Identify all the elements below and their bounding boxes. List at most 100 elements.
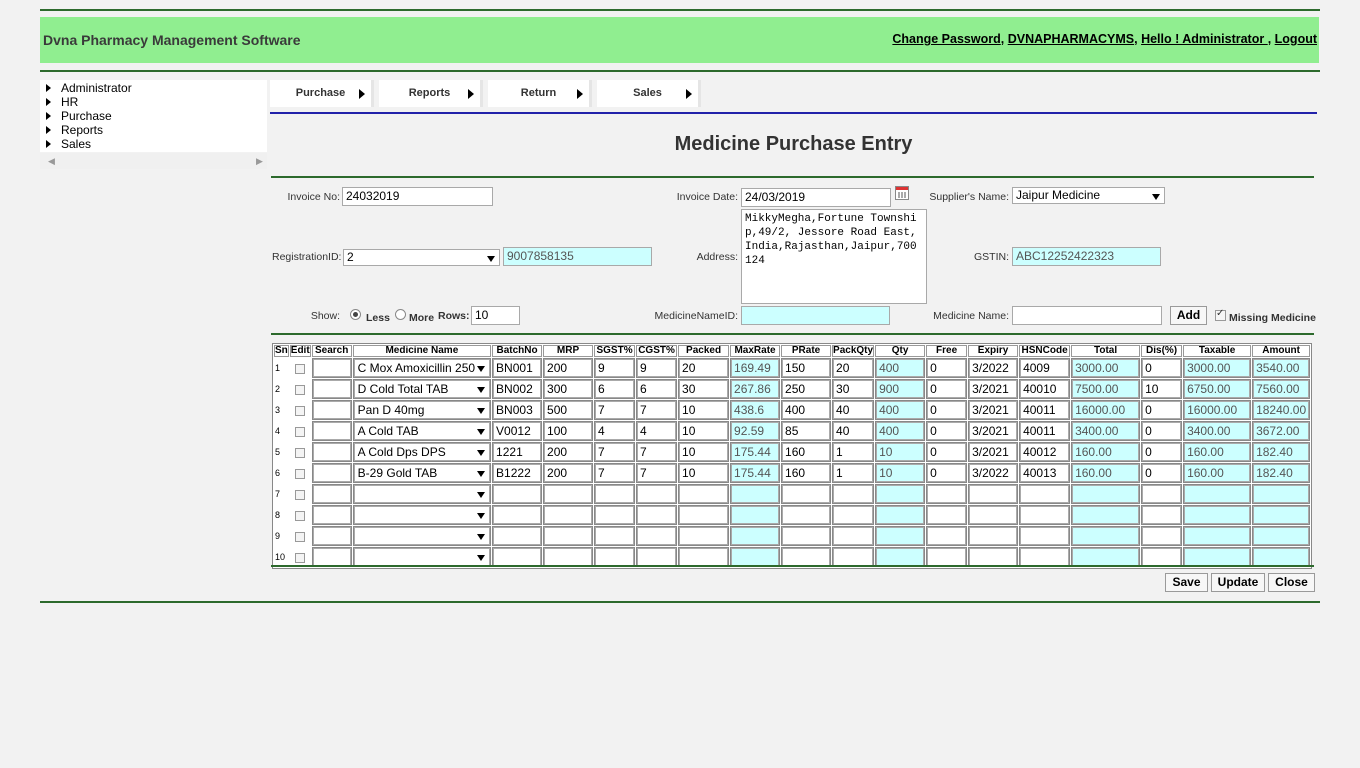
edit-checkbox[interactable] [295, 363, 306, 374]
packqty-input[interactable]: 30 [833, 380, 874, 398]
packqty-input[interactable]: 20 [833, 359, 874, 377]
medicine-name-select[interactable]: Pan D 40mg [353, 401, 491, 419]
mrp-input[interactable]: 200 [544, 464, 593, 482]
prate-input[interactable] [782, 548, 831, 566]
cgst-input[interactable] [637, 548, 677, 566]
mrp-input[interactable]: 200 [544, 359, 593, 377]
prate-input[interactable]: 400 [782, 401, 831, 419]
medicine-name-select[interactable] [353, 527, 491, 545]
medicine-name-select[interactable]: B-29 Gold TAB [353, 464, 491, 482]
free-input[interactable]: 0 [927, 464, 967, 482]
batch-input[interactable] [493, 485, 542, 503]
free-input[interactable]: 0 [927, 422, 967, 440]
save-button[interactable]: Save [1165, 573, 1208, 592]
missing-medicine-checkbox[interactable] [1215, 308, 1226, 321]
edit-checkbox[interactable] [295, 426, 306, 437]
hsn-input[interactable] [1020, 527, 1070, 545]
free-input[interactable]: 0 [927, 359, 967, 377]
sgst-input[interactable]: 9 [595, 359, 635, 377]
packqty-input[interactable]: 40 [833, 422, 874, 440]
search-cell[interactable] [311, 463, 352, 483]
add-button[interactable]: Add [1170, 306, 1207, 325]
cgst-input[interactable]: 7 [637, 401, 677, 419]
sidebar-scrollbar[interactable]: ◀ ▶ [40, 153, 267, 169]
batch-input[interactable] [493, 506, 542, 524]
packed-input[interactable]: 20 [679, 359, 729, 377]
dis-input[interactable] [1142, 485, 1182, 503]
hsn-input[interactable]: 40011 [1020, 401, 1070, 419]
search-cell[interactable] [311, 547, 352, 567]
cgst-input[interactable] [637, 506, 677, 524]
cgst-input[interactable]: 7 [637, 443, 677, 461]
packqty-input[interactable]: 1 [833, 464, 874, 482]
search-cell[interactable] [311, 421, 352, 441]
medicine-name-id-input[interactable] [741, 306, 890, 325]
edit-checkbox[interactable] [295, 468, 306, 479]
medicine-name-select[interactable] [353, 548, 491, 566]
expiry-input[interactable]: 3/2021 [969, 380, 1018, 398]
search-input[interactable] [312, 485, 351, 503]
update-button[interactable]: Update [1211, 573, 1265, 592]
search-cell[interactable] [311, 484, 352, 504]
hsn-input[interactable]: 40011 [1020, 422, 1070, 440]
medicine-name-select[interactable] [353, 506, 491, 524]
prate-input[interactable] [782, 527, 831, 545]
dis-input[interactable]: 10 [1142, 380, 1182, 398]
batch-input[interactable] [493, 548, 542, 566]
menu-sales[interactable]: Sales [597, 80, 701, 107]
dis-input[interactable]: 0 [1142, 401, 1182, 419]
free-input[interactable] [927, 548, 967, 566]
dis-input[interactable]: 0 [1142, 443, 1182, 461]
packed-input[interactable]: 10 [679, 401, 729, 419]
free-input[interactable]: 0 [927, 380, 967, 398]
sidebar-item-administrator[interactable]: Administrator [40, 81, 267, 95]
sgst-input[interactable] [595, 548, 635, 566]
free-input[interactable]: 0 [927, 401, 967, 419]
sgst-input[interactable] [595, 506, 635, 524]
cgst-input[interactable] [637, 527, 677, 545]
expiry-input[interactable]: 3/2022 [969, 464, 1018, 482]
medicine-name-select[interactable]: D Cold Total TAB [353, 380, 491, 398]
search-input[interactable] [312, 506, 351, 524]
cgst-input[interactable]: 9 [637, 359, 677, 377]
hsn-input[interactable] [1020, 548, 1070, 566]
packed-input[interactable] [679, 485, 729, 503]
cgst-input[interactable]: 7 [637, 464, 677, 482]
edit-checkbox[interactable] [295, 447, 306, 458]
sgst-input[interactable]: 7 [595, 401, 635, 419]
expiry-input[interactable] [969, 527, 1018, 545]
invoice-date-input[interactable]: 24/03/2019 [741, 188, 891, 207]
scroll-left-icon[interactable]: ◀ [48, 156, 55, 166]
search-cell[interactable] [311, 505, 352, 525]
edit-checkbox[interactable] [295, 552, 306, 563]
mrp-input[interactable]: 500 [544, 401, 593, 419]
packed-input[interactable]: 30 [679, 380, 729, 398]
search-input[interactable] [312, 527, 351, 545]
prate-input[interactable]: 160 [782, 464, 831, 482]
expiry-input[interactable] [969, 548, 1018, 566]
sidebar-item-sales[interactable]: Sales [40, 137, 267, 151]
prate-input[interactable] [782, 485, 831, 503]
prate-input[interactable]: 160 [782, 443, 831, 461]
medicine-name-select[interactable] [353, 485, 491, 503]
packqty-input[interactable] [833, 506, 874, 524]
batch-input[interactable]: BN001 [493, 359, 542, 377]
dis-input[interactable] [1142, 527, 1182, 545]
search-input[interactable] [312, 464, 351, 482]
close-button[interactable]: Close [1268, 573, 1315, 592]
address-textarea[interactable]: MikkyMegha,Fortune Township,49/2, Jessor… [741, 209, 927, 304]
menu-reports[interactable]: Reports [379, 80, 483, 107]
show-less-radio[interactable] [350, 309, 361, 320]
hsn-input[interactable]: 40010 [1020, 380, 1070, 398]
search-input[interactable] [312, 443, 351, 461]
expiry-input[interactable]: 3/2021 [969, 422, 1018, 440]
packed-input[interactable] [679, 506, 729, 524]
mrp-input[interactable]: 100 [544, 422, 593, 440]
hsn-input[interactable]: 4009 [1020, 359, 1070, 377]
sgst-input[interactable]: 6 [595, 380, 635, 398]
change-password-link[interactable]: Change Password [892, 32, 1001, 46]
free-input[interactable]: 0 [927, 443, 967, 461]
packed-input[interactable]: 10 [679, 464, 729, 482]
packed-input[interactable]: 10 [679, 443, 729, 461]
store-name-link[interactable]: DVNAPHARMACYMS [1007, 32, 1135, 46]
